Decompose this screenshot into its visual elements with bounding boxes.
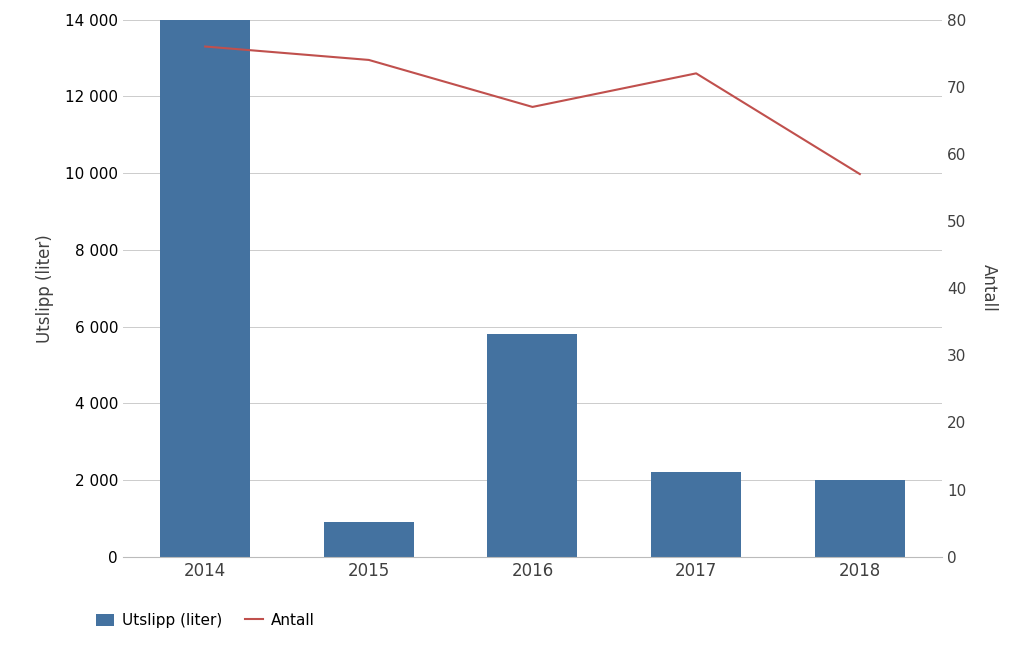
Bar: [651, 472, 741, 557]
Bar: [815, 480, 905, 557]
Antall: [690, 69, 702, 77]
Y-axis label: Antall: Antall: [980, 265, 998, 312]
Antall: [526, 103, 539, 111]
Antall: [199, 43, 211, 50]
Bar: [487, 334, 578, 557]
Antall: [854, 170, 866, 178]
Antall: [362, 56, 375, 64]
Line: Antall: Antall: [205, 47, 860, 174]
Bar: [324, 522, 414, 557]
Legend: Utslipp (liter), Antall: Utslipp (liter), Antall: [89, 607, 321, 634]
Y-axis label: Utslipp (liter): Utslipp (liter): [36, 234, 54, 343]
Bar: [160, 20, 250, 557]
